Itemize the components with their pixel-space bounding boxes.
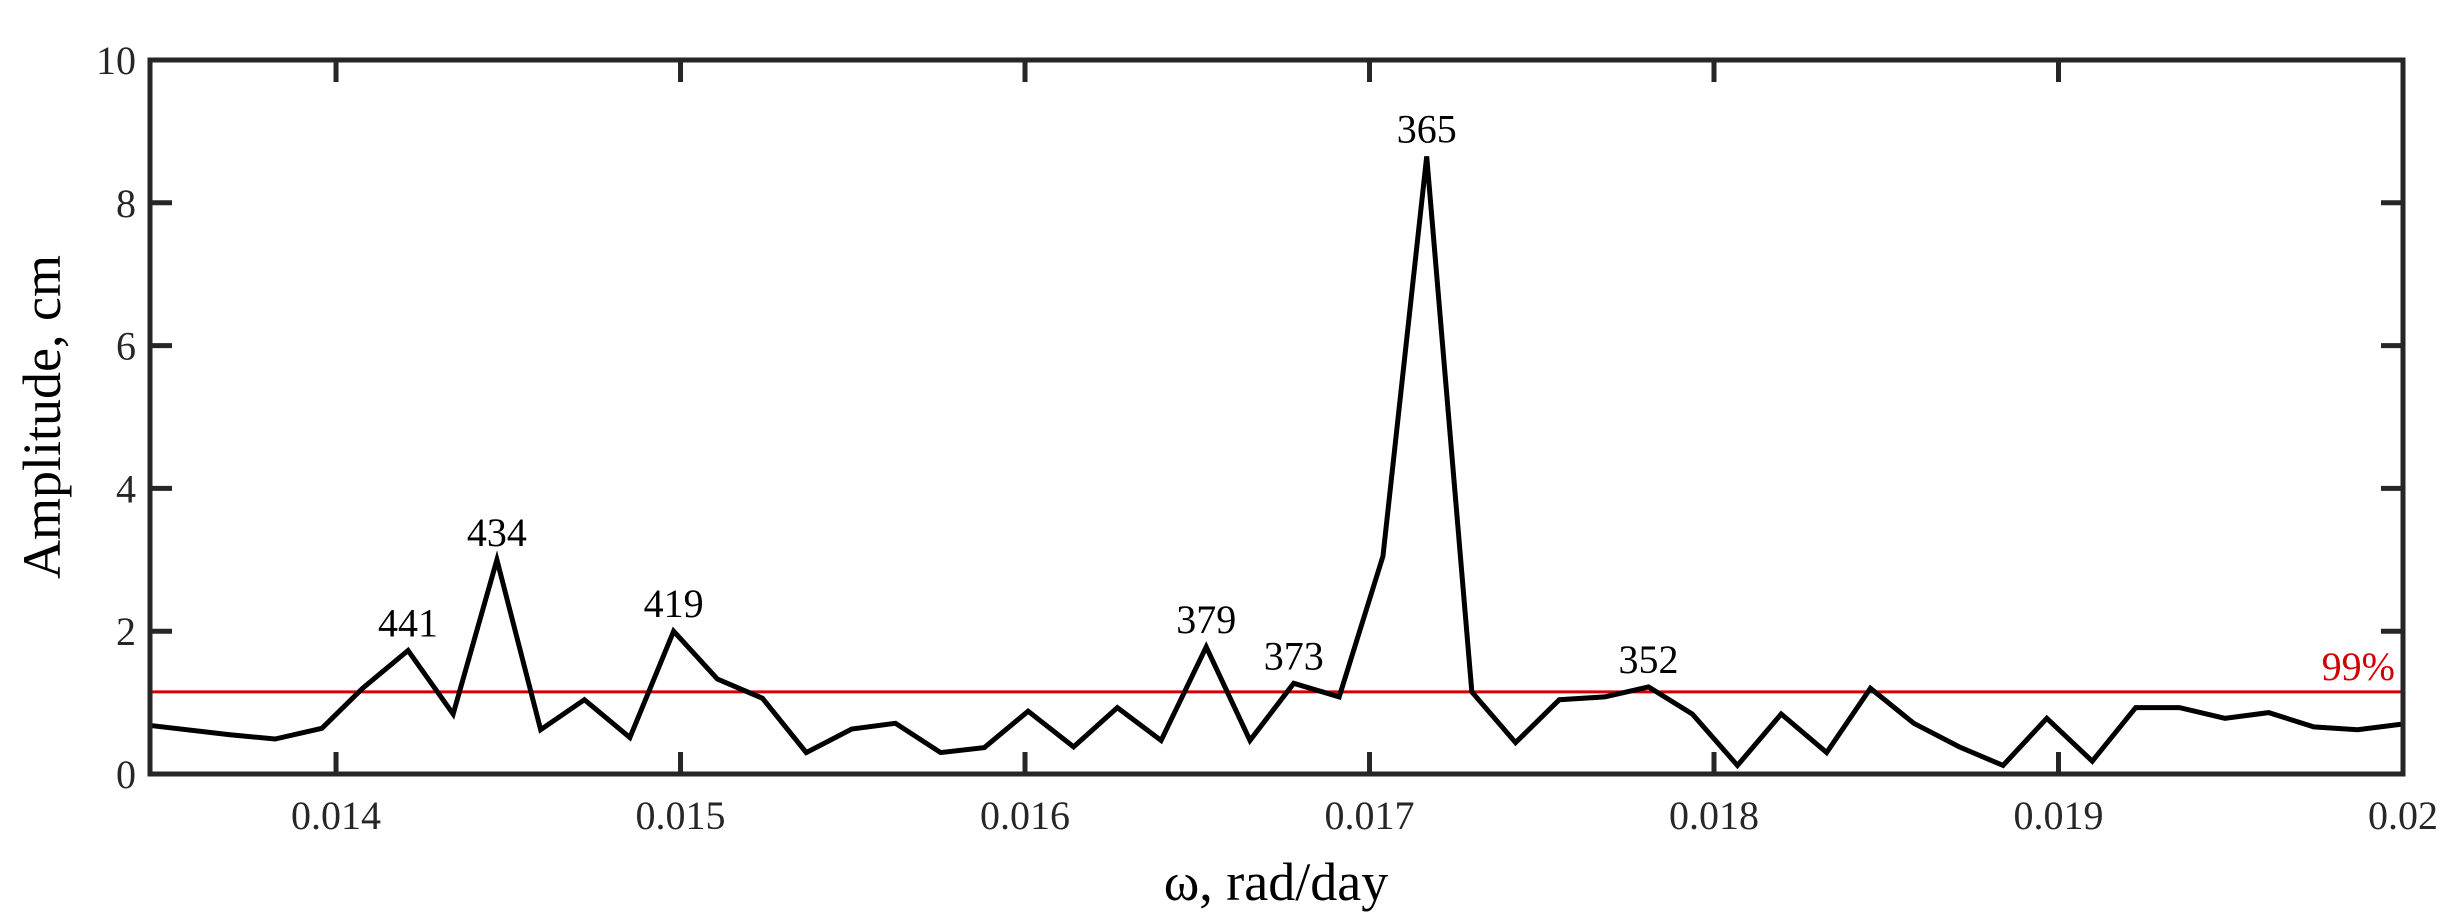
x-tick-label: 0.019 xyxy=(2014,793,2104,838)
x-tick-label: 0.02 xyxy=(2368,793,2438,838)
peak-label: 441 xyxy=(378,600,438,645)
x-tick-label: 0.014 xyxy=(291,793,381,838)
x-tick-label: 0.016 xyxy=(980,793,1070,838)
y-tick-label: 8 xyxy=(116,181,136,226)
x-axis-label: ω, rad/day xyxy=(1164,852,1388,912)
series-line xyxy=(149,156,2404,770)
threshold-label: 99% xyxy=(2322,644,2395,689)
peak-label: 419 xyxy=(644,581,704,626)
plot-frame xyxy=(147,57,2406,777)
peak-label: 434 xyxy=(467,510,527,555)
peak-label: 352 xyxy=(1619,637,1679,682)
y-tick-label: 0 xyxy=(116,752,136,797)
x-tick-label: 0.017 xyxy=(1325,793,1415,838)
peak-label: 365 xyxy=(1397,106,1457,151)
x-tick-label: 0.018 xyxy=(1669,793,1759,838)
y-tick-label: 6 xyxy=(116,324,136,369)
peak-label: 379 xyxy=(1176,597,1236,642)
y-tick-label: 10 xyxy=(96,38,136,83)
y-tick-label: 2 xyxy=(116,609,136,654)
y-tick-label: 4 xyxy=(116,466,136,511)
x-tick-label: 0.015 xyxy=(636,793,726,838)
peak-label: 373 xyxy=(1264,633,1324,678)
y-axis-label: Amplitude, cm xyxy=(12,255,72,579)
